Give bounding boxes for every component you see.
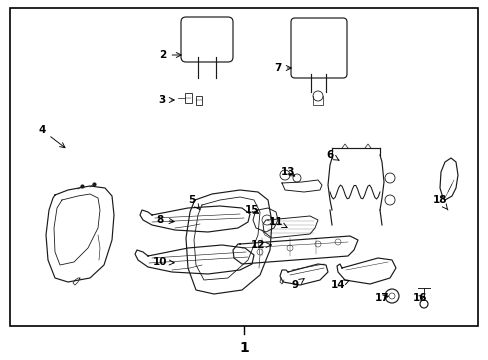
Bar — [10, 8, 477, 326]
Text: 9: 9 — [291, 279, 304, 290]
Text: 7: 7 — [274, 63, 291, 73]
Text: 18: 18 — [432, 195, 447, 210]
Text: 17: 17 — [374, 293, 388, 303]
Text: 1: 1 — [239, 341, 248, 355]
Text: 8: 8 — [156, 215, 174, 225]
Text: 12: 12 — [250, 240, 271, 250]
Text: 3: 3 — [158, 95, 174, 105]
Bar — [196, 96, 202, 105]
Text: 16: 16 — [412, 293, 427, 303]
Bar — [184, 93, 192, 103]
Text: 14: 14 — [330, 280, 348, 290]
Text: 15: 15 — [244, 205, 259, 215]
Text: 11: 11 — [268, 217, 286, 228]
Text: 2: 2 — [159, 50, 181, 60]
Text: 13: 13 — [280, 167, 295, 177]
Text: 4: 4 — [38, 125, 65, 148]
Text: 10: 10 — [152, 257, 174, 267]
Text: 6: 6 — [325, 150, 338, 160]
Text: 5: 5 — [188, 195, 200, 210]
